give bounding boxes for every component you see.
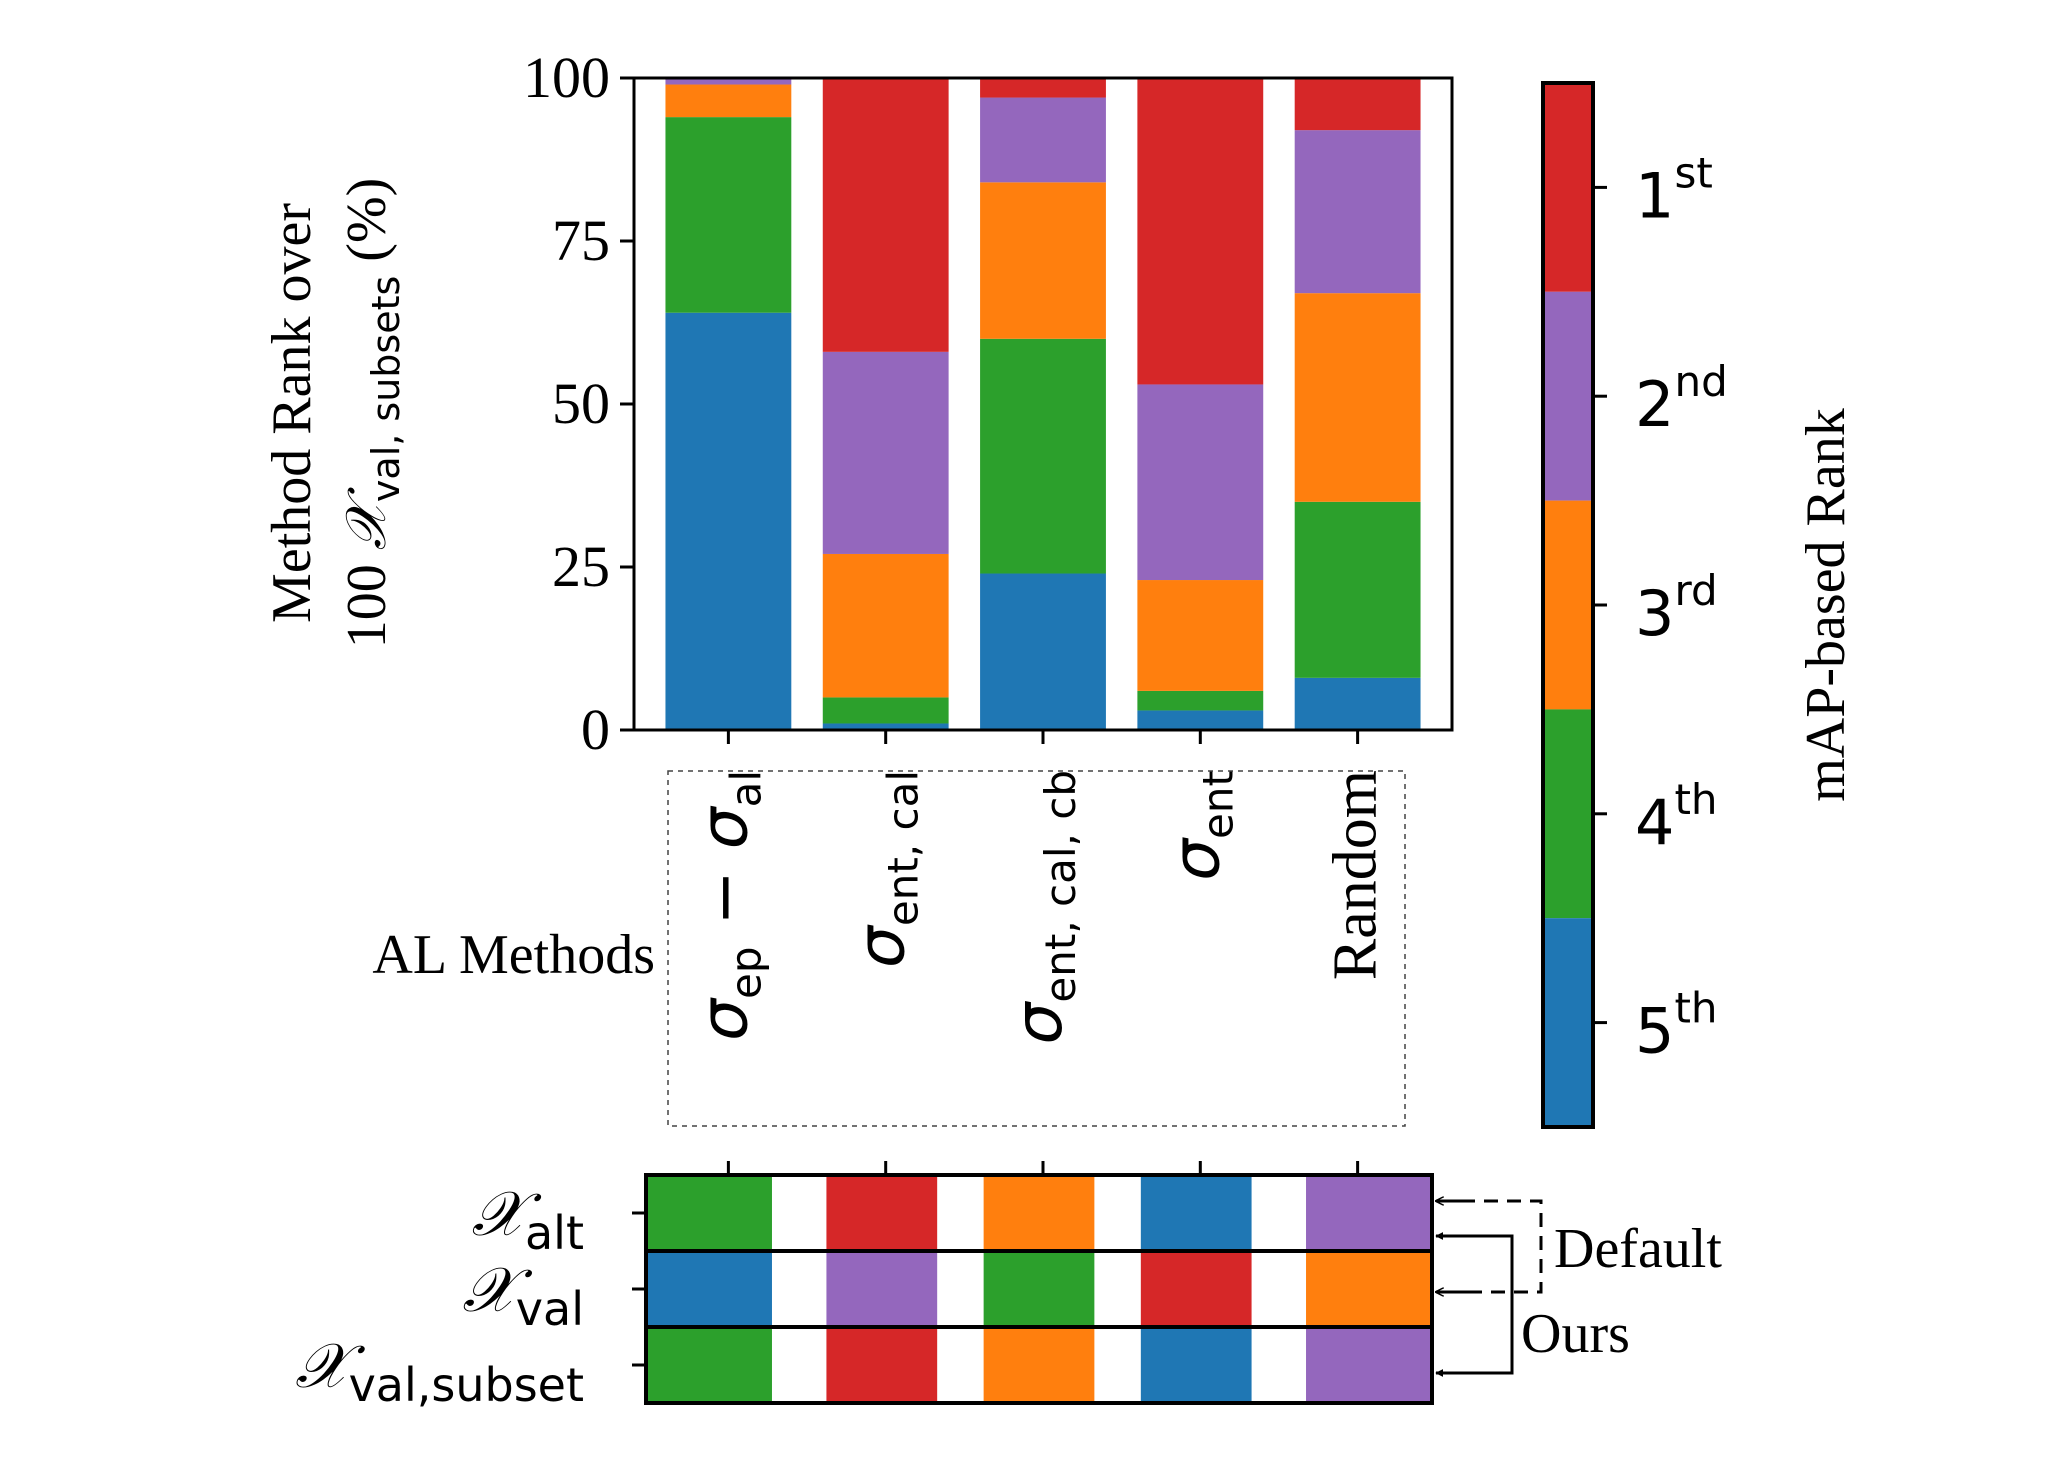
x-tick-label: σent, cal, cb	[1000, 770, 1085, 1044]
bar-segment-1st	[822, 78, 949, 352]
bar-segment-1st	[980, 78, 1106, 98]
colorbar-tick-label: 3rd	[1635, 566, 1718, 650]
bar-segment-4th	[665, 117, 792, 313]
x-axis-ticks	[726, 730, 1360, 744]
bar-segment-3rd	[1294, 293, 1421, 502]
bar-segment-1st	[1294, 78, 1421, 131]
x-axis-tick-labels: σep − σal σent, cal σent, cal, cb σent Rando…	[685, 770, 1389, 1044]
annotation-ours: Ours	[1521, 1303, 1630, 1365]
bar-segment-4th	[1137, 690, 1264, 711]
rank-table-row-label: 𝒳alt	[472, 1181, 584, 1260]
bar-segment-4th	[980, 338, 1106, 574]
rank-table-row-label: 𝒳val	[462, 1257, 584, 1336]
rank-cell-4th	[646, 1175, 772, 1251]
dashed-highlight-box	[667, 770, 1406, 1127]
rank-cell-1st	[826, 1175, 938, 1251]
colorbar-frame	[1541, 81, 1595, 1129]
bar-segment-2nd	[665, 78, 792, 85]
annotation-default: Default	[1554, 1218, 1722, 1280]
bar-segment-3rd	[1137, 580, 1264, 691]
bar-segment-3rd	[665, 84, 792, 118]
colorbar-tick-label: 4th	[1635, 775, 1718, 859]
rank-cell-5th	[1140, 1327, 1252, 1403]
x-tick-label: σent, cal	[843, 770, 928, 968]
bar-segment-5th	[1137, 710, 1264, 730]
bar-segment-5th	[822, 723, 949, 730]
y-tick-label: 50	[552, 371, 610, 436]
rank-cell-5th	[646, 1251, 772, 1327]
bar-segment-2nd	[1137, 384, 1264, 581]
bar-segment-5th	[980, 573, 1106, 730]
y-tick-label: 25	[552, 534, 610, 599]
rank-cell-1st	[826, 1327, 938, 1403]
colorbar-label: mAP-based Rank	[1795, 408, 1857, 802]
y-tick-label: 100	[523, 45, 610, 110]
rank-cell-2nd	[826, 1251, 938, 1327]
rank-cell-1st	[1140, 1251, 1252, 1327]
y-tick-label: 0	[581, 697, 610, 762]
bar-segment-4th	[1294, 501, 1421, 678]
colorbar-tick-label: 2nd	[1635, 357, 1728, 441]
bar-segment-3rd	[980, 182, 1106, 339]
rank-cell-3rd	[1306, 1251, 1432, 1327]
rank-cell-4th	[646, 1327, 772, 1403]
default-bracket	[1438, 1199, 1543, 1294]
y-axis-label-line1: Method Rank over	[261, 203, 323, 623]
rank-cell-4th	[983, 1251, 1095, 1327]
x-tick-label: σent	[1157, 770, 1242, 881]
y-axis-ticks: 0 25 50 75 100	[523, 45, 634, 762]
rank-cell-2nd	[1306, 1327, 1432, 1403]
colorbar: 1st 2nd 3rd 4th 5th	[1541, 81, 1728, 1129]
bar-segment-5th	[665, 312, 792, 730]
bar-segment-2nd	[980, 97, 1106, 183]
y-axis-title: Method Rank over 100 𝒳val, subsets (%)	[261, 178, 408, 649]
ours-bracket	[1438, 1234, 1514, 1375]
colorbar-segment	[1543, 918, 1593, 1127]
x-axis-label: AL Methods	[372, 924, 655, 986]
y-axis-label-line2: 100 𝒳val, subsets (%)	[336, 178, 408, 649]
colorbar-tick-label: 1st	[1635, 148, 1713, 232]
bar-segment-2nd	[822, 351, 949, 554]
colorbar-segment	[1543, 500, 1593, 710]
rank-cell-3rd	[983, 1175, 1095, 1251]
annotation-arrows: Default Ours	[1436, 1199, 1722, 1377]
colorbar-tick-label: 5th	[1635, 984, 1718, 1068]
stacked-bars	[665, 78, 1421, 730]
rank-cell-5th	[1140, 1175, 1252, 1251]
bar-segment-5th	[1294, 677, 1421, 730]
x-tick-label: Random	[1322, 770, 1390, 980]
rank-cell-2nd	[1306, 1175, 1432, 1251]
bar-segment-1st	[1137, 78, 1264, 385]
rank-table-row-label: 𝒳val,subset	[295, 1333, 584, 1412]
x-tick-label: σep − σal	[685, 770, 770, 1041]
colorbar-segment	[1543, 709, 1593, 919]
rank-cell-3rd	[983, 1327, 1095, 1403]
y-tick-label: 75	[552, 208, 610, 273]
colorbar-segment	[1543, 83, 1593, 292]
bar-segment-2nd	[1294, 130, 1421, 294]
bar-segment-3rd	[822, 553, 949, 698]
colorbar-segment	[1543, 291, 1593, 501]
bar-segment-4th	[822, 697, 949, 724]
